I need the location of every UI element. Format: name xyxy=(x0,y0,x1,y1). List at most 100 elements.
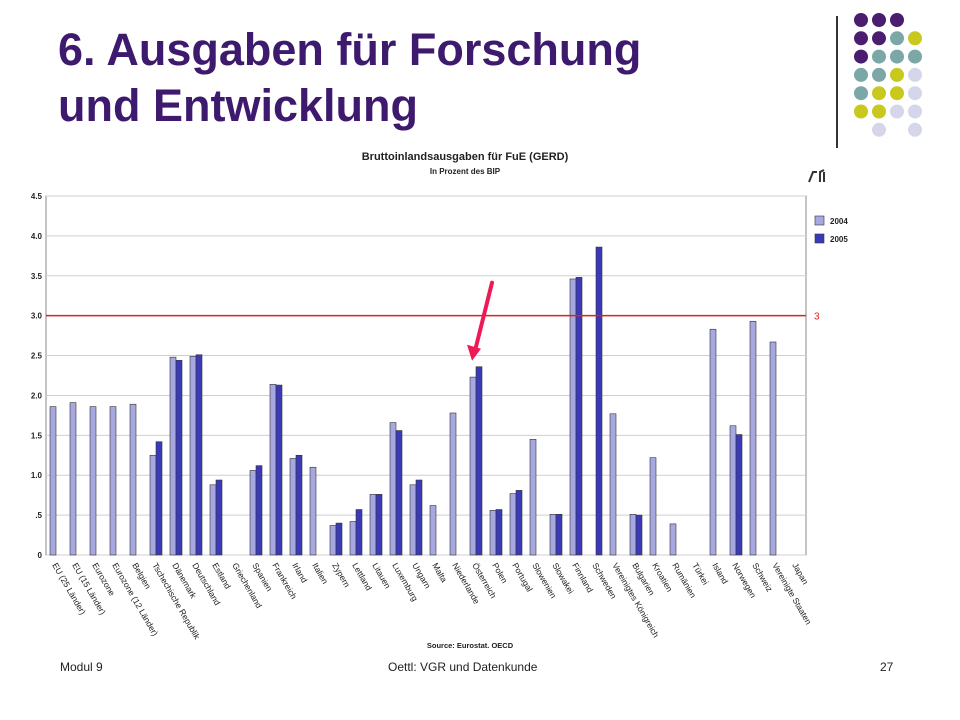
bar-2004 xyxy=(169,356,177,556)
bar-2004 xyxy=(309,466,317,556)
bar-2005 xyxy=(335,522,343,556)
bar-2004 xyxy=(489,510,497,556)
bar-2004 xyxy=(389,422,397,556)
bar-2005 xyxy=(195,354,203,556)
decorative-dot-grid xyxy=(854,13,922,137)
y-tick-label: 1.0 xyxy=(31,471,43,480)
bar-2004 xyxy=(569,278,577,556)
bar-2005 xyxy=(415,479,423,556)
bar-2004 xyxy=(189,356,197,556)
y-tick-label: 2.0 xyxy=(31,391,43,400)
decor-dot xyxy=(854,13,868,27)
decor-dot xyxy=(854,49,868,64)
bar-2004 xyxy=(289,458,297,556)
x-tick-label: Island xyxy=(710,561,730,586)
y-tick-label: 1.5 xyxy=(31,431,43,440)
bar-2004 xyxy=(529,439,537,556)
reference-line-label: 3 xyxy=(814,312,820,323)
decor-dot xyxy=(872,49,886,64)
decor-dot xyxy=(854,86,868,101)
y-tick-label: 4.0 xyxy=(31,232,43,241)
bar-2004 xyxy=(609,413,617,556)
bar-2004 xyxy=(149,454,157,556)
x-tick-label: Vereinigte Staaten xyxy=(770,561,814,626)
footer-module: Modul 9 xyxy=(60,660,103,674)
bar-2004 xyxy=(669,523,677,556)
bar-2004 xyxy=(69,402,77,556)
decor-dot xyxy=(908,86,922,101)
bar-2004 xyxy=(49,406,57,556)
legend-label: 2004 xyxy=(830,217,848,226)
decor-dot xyxy=(908,104,922,119)
legend-swatch xyxy=(814,215,825,226)
decor-dot xyxy=(872,67,886,82)
decor-dot xyxy=(854,67,868,82)
bar-2005 xyxy=(575,277,583,556)
bar-2004 xyxy=(249,470,257,556)
y-tick-label: .5 xyxy=(35,511,42,520)
bar-2005 xyxy=(375,494,383,556)
decor-dot xyxy=(872,31,886,46)
x-tick-label: Zypern xyxy=(330,561,352,589)
bar-2005 xyxy=(555,514,563,556)
x-tick-label: Italien xyxy=(310,561,330,586)
x-tick-label: Irland xyxy=(290,561,309,585)
chart-title: Bruttoinlandsausgaben für FuE (GERD) xyxy=(362,151,569,163)
bar-2004 xyxy=(269,383,277,556)
y-tick-label: 2.5 xyxy=(31,352,43,361)
y-tick-label: 3.0 xyxy=(31,312,43,321)
bar-2005 xyxy=(155,441,163,556)
bar-2005 xyxy=(395,430,403,556)
legend-label: 2005 xyxy=(830,235,848,244)
bar-2005 xyxy=(255,465,263,556)
x-tick-label: Polen xyxy=(490,561,510,585)
bar-2004 xyxy=(409,484,417,556)
bar-2005 xyxy=(175,360,183,556)
decor-dot xyxy=(872,104,886,119)
decor-dot xyxy=(890,86,904,101)
slide-title: 6. Ausgaben für Forschung und Entwicklun… xyxy=(58,22,798,134)
bar-2004 xyxy=(769,341,777,556)
bar-2004 xyxy=(89,406,97,556)
decor-dot xyxy=(854,104,868,119)
bar-2004 xyxy=(509,493,517,556)
bar-2004 xyxy=(349,521,357,556)
bar-2004 xyxy=(369,494,377,556)
decor-dot xyxy=(890,31,904,46)
decor-dot xyxy=(890,104,904,119)
decor-dot xyxy=(872,86,886,101)
annotation-arrow-head xyxy=(467,344,481,361)
footer-course: Oettl: VGR und Datenkunde xyxy=(388,660,538,674)
x-tick-label: Japan xyxy=(790,561,810,586)
y-tick-label: 3.5 xyxy=(31,272,43,281)
annotation-arrow-shaft xyxy=(473,280,494,353)
bar-2005 xyxy=(475,366,483,556)
footer-page-number: 27 xyxy=(880,660,894,674)
bar-2004 xyxy=(429,505,437,556)
decor-dot xyxy=(908,31,922,46)
decor-dot xyxy=(872,122,886,137)
bar-2004 xyxy=(629,514,637,556)
bar-2004 xyxy=(329,525,337,556)
bar-2004 xyxy=(729,425,737,556)
decor-dot xyxy=(890,13,904,27)
x-tick-label: Malta xyxy=(430,561,449,584)
slide-title-line2: und Entwicklung xyxy=(58,80,418,131)
bar-2005 xyxy=(215,479,223,556)
bar-2004 xyxy=(449,412,457,556)
bar-2005 xyxy=(295,454,303,556)
y-tick-label: 4.5 xyxy=(31,192,43,201)
bar-2005 xyxy=(735,434,743,556)
bar-2005 xyxy=(635,514,643,556)
bar-2004 xyxy=(469,376,477,556)
bar-2005 xyxy=(275,384,283,556)
chart-source: Source: Eurostat. OECD xyxy=(427,641,514,650)
y-tick-label: 0 xyxy=(38,551,43,560)
bar-2004 xyxy=(749,320,757,556)
decor-dot xyxy=(872,13,886,27)
bar-2004 xyxy=(129,403,137,556)
bar-2005 xyxy=(515,490,523,556)
bar-2005 xyxy=(595,246,603,556)
bar-2005 xyxy=(495,509,503,556)
